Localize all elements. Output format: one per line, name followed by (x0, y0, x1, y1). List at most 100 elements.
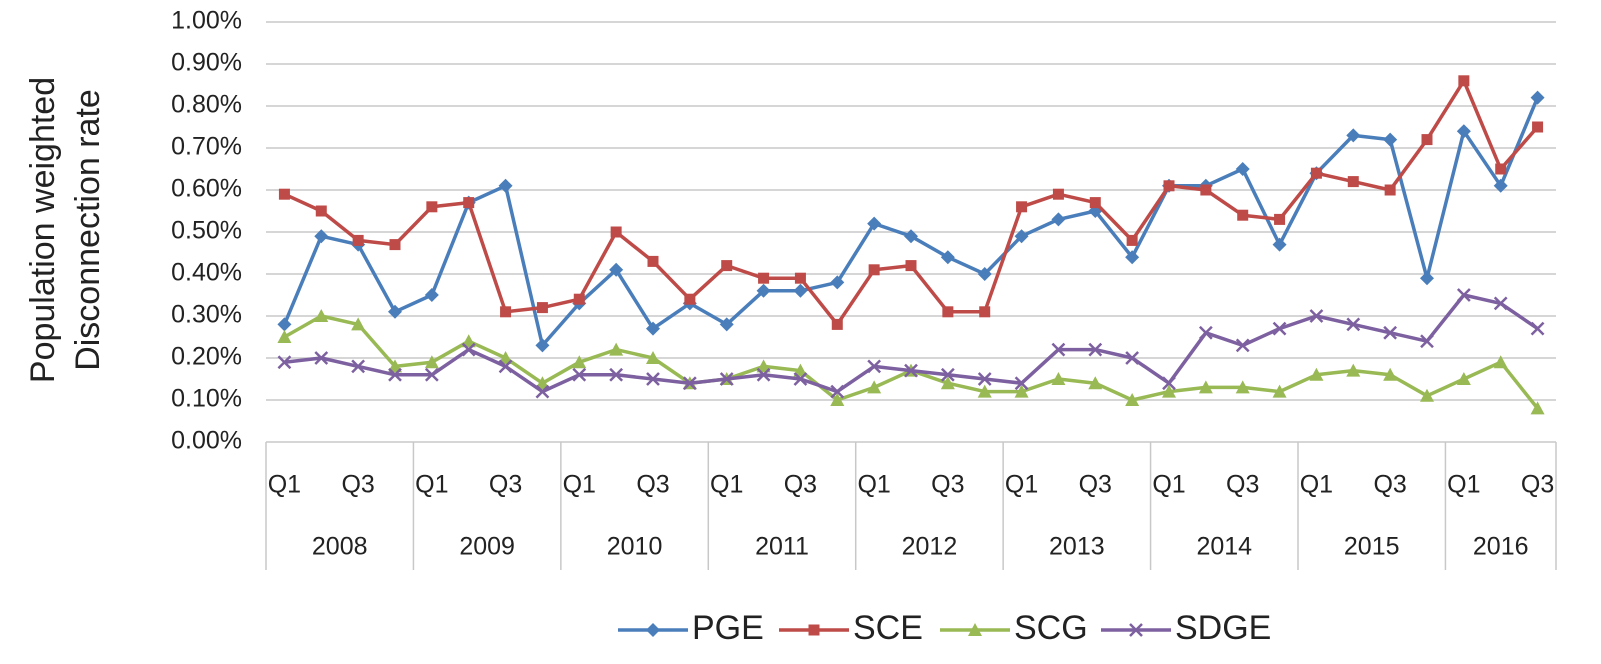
data-point (463, 197, 475, 209)
data-point (278, 188, 290, 200)
data-point (1530, 401, 1545, 415)
data-point (1346, 317, 1361, 332)
x-tick-label: Q1 (415, 471, 448, 499)
data-point (1493, 296, 1508, 311)
data-point (756, 359, 771, 373)
y-tick-label: 0.90% (171, 49, 242, 77)
data-point (461, 342, 476, 357)
legend-label: SCE (853, 609, 923, 647)
data-point (646, 321, 660, 336)
data-point (1493, 178, 1508, 193)
x-tick-label: Q3 (1521, 471, 1554, 499)
data-point (1383, 325, 1398, 340)
x-tick-label: Q1 (563, 471, 596, 499)
data-point (277, 355, 292, 370)
data-point (1198, 325, 1213, 340)
y-tick-label: 0.20% (171, 343, 242, 371)
series-line (283, 314, 1539, 410)
data-point (1309, 367, 1324, 381)
data-point (1014, 229, 1029, 244)
data-point (314, 351, 329, 365)
data-point (424, 367, 439, 382)
data-point (1016, 201, 1028, 213)
data-point (1235, 162, 1250, 176)
data-point (498, 351, 513, 364)
data-point (1125, 250, 1140, 265)
data-point (351, 359, 366, 374)
y-axis-label: Disconnection rate (69, 89, 107, 371)
data-point (1198, 380, 1213, 394)
data-point (682, 376, 697, 391)
data-point (389, 239, 401, 251)
data-point (1051, 372, 1066, 385)
data-point (1347, 176, 1359, 188)
x-tick-label: Q3 (1226, 471, 1259, 499)
data-point (719, 317, 734, 332)
data-point (388, 359, 402, 373)
y-tick-label: 0.10% (171, 385, 242, 413)
data-point (277, 330, 292, 343)
data-point (1272, 384, 1287, 398)
data-point (940, 250, 955, 265)
data-point (498, 178, 513, 193)
data-point (1493, 355, 1508, 369)
y-axis-label: Population weighted (24, 77, 62, 383)
data-point (1200, 184, 1212, 196)
data-point (424, 355, 439, 369)
data-point (1163, 180, 1175, 192)
data-point (572, 355, 587, 369)
data-point (1235, 380, 1250, 394)
legend-marker (968, 623, 982, 636)
x-tick-label: Q3 (341, 471, 374, 499)
data-point (1530, 321, 1545, 336)
x-tick-label: Q1 (1300, 471, 1333, 499)
x-tick-label: Q1 (1005, 471, 1038, 499)
data-point (1089, 197, 1101, 209)
data-point (1456, 124, 1471, 139)
data-point (1126, 234, 1138, 246)
data-point (1272, 321, 1287, 336)
data-point (388, 367, 402, 382)
data-point (1274, 213, 1286, 225)
data-point (868, 264, 880, 276)
y-tick-label: 0.30% (171, 301, 242, 329)
data-point (979, 306, 991, 318)
data-point (1051, 342, 1066, 357)
data-point (830, 275, 845, 290)
legend-marker (1129, 623, 1143, 637)
x-tick-label: Q1 (1152, 471, 1185, 499)
data-point (535, 338, 550, 353)
data-point (500, 306, 512, 318)
x-group-label: 2009 (459, 533, 515, 561)
data-point (905, 260, 917, 272)
data-point (609, 262, 624, 277)
data-point (1309, 309, 1324, 323)
data-point (793, 363, 808, 377)
x-tick-label: Q1 (268, 471, 301, 499)
data-point (535, 384, 550, 399)
x-tick-label: Q1 (710, 471, 743, 499)
data-point (1162, 384, 1176, 398)
y-tick-label: 0.40% (171, 259, 242, 287)
data-point (942, 306, 954, 318)
data-point (719, 372, 734, 386)
data-point (794, 272, 806, 284)
data-point (277, 317, 292, 332)
data-point (352, 234, 364, 246)
x-group-label: 2015 (1344, 533, 1400, 561)
x-tick-label: Q3 (636, 471, 669, 499)
data-point (831, 318, 843, 330)
data-point (1014, 384, 1029, 398)
data-point (1532, 121, 1544, 133)
x-group-label: 2014 (1196, 533, 1252, 561)
data-point (1458, 75, 1470, 87)
data-point (1014, 376, 1029, 391)
data-point (535, 376, 550, 390)
data-point (388, 304, 402, 319)
y-tick-label: 0.50% (171, 217, 242, 245)
data-point (1235, 338, 1250, 353)
data-point (1530, 90, 1545, 105)
data-point (1384, 184, 1396, 196)
data-point (756, 367, 771, 382)
